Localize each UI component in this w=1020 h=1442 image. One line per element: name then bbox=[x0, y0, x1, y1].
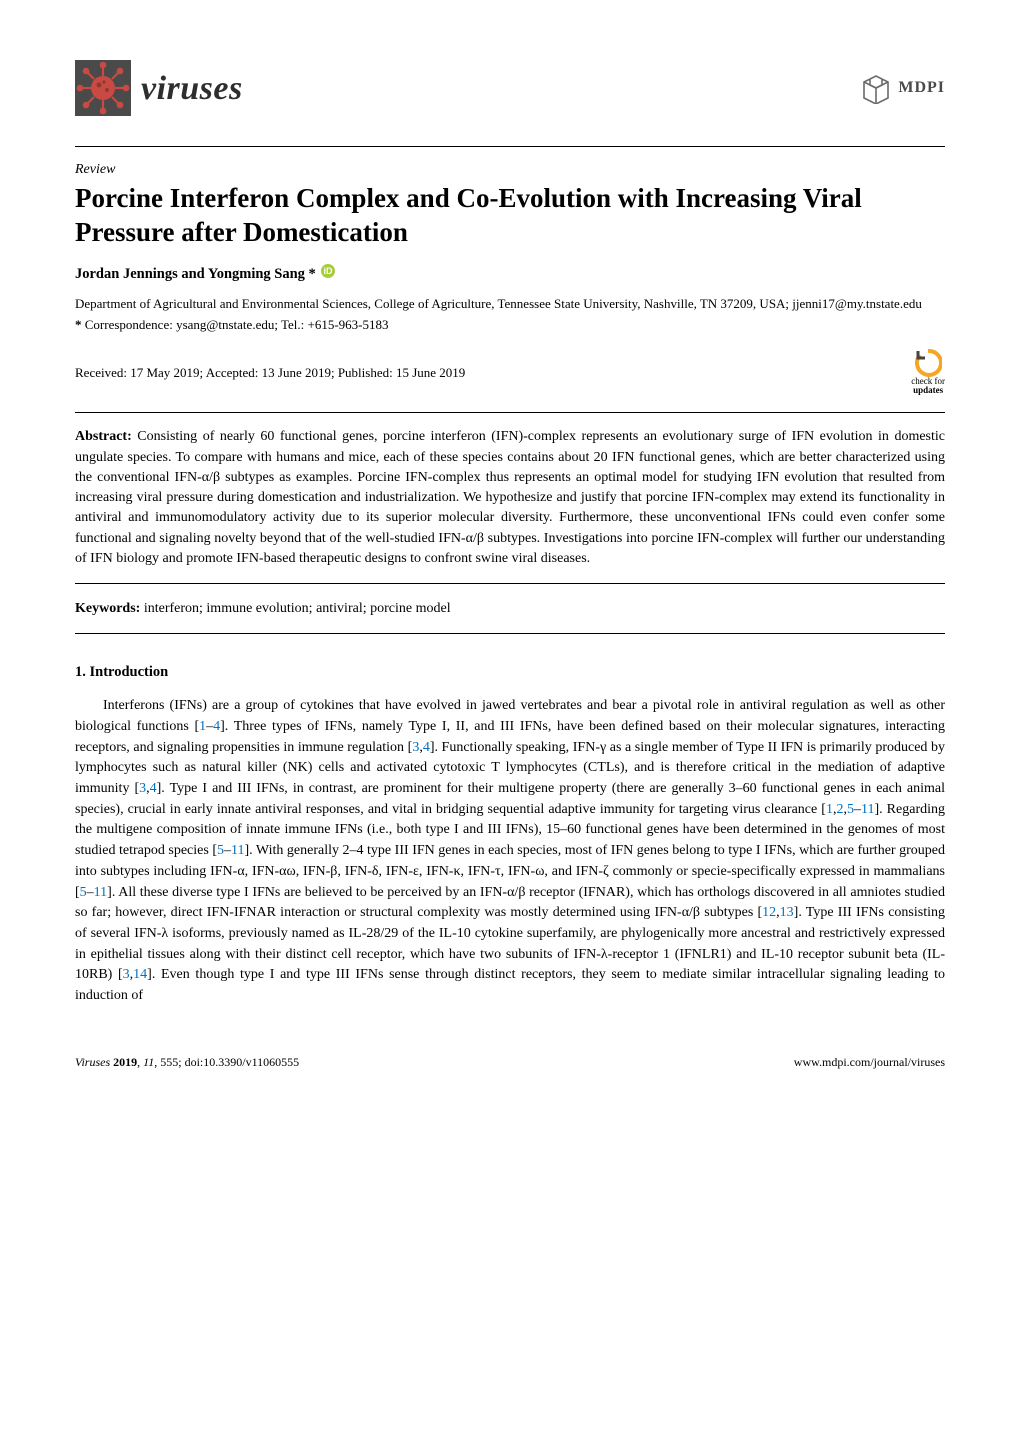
check-updates-bottom: updates bbox=[913, 386, 943, 396]
check-updates-icon bbox=[914, 349, 942, 377]
virus-icon bbox=[75, 60, 131, 116]
publisher-logo: MDPI bbox=[860, 72, 945, 104]
footer: Viruses 2019, 11, 555; doi:10.3390/v1106… bbox=[75, 1053, 945, 1071]
journal-name: viruses bbox=[141, 63, 243, 114]
abstract: Abstract: Consisting of nearly 60 functi… bbox=[75, 412, 945, 584]
article-type: Review bbox=[75, 159, 945, 180]
intro-paragraph: Interferons (IFNs) are a group of cytoki… bbox=[75, 696, 945, 1007]
dates: Received: 17 May 2019; Accepted: 13 June… bbox=[75, 363, 465, 383]
corr-label: * bbox=[75, 317, 82, 332]
header: viruses MDPI bbox=[75, 60, 945, 116]
orcid-icon[interactable]: iD bbox=[321, 264, 335, 286]
keywords-text: interferon; immune evolution; antiviral;… bbox=[140, 601, 450, 616]
correspondence: * Correspondence: ysang@tnstate.edu; Tel… bbox=[75, 315, 945, 335]
footer-vol: 11 bbox=[143, 1055, 154, 1069]
corr-text: Correspondence: ysang@tnstate.edu; Tel.:… bbox=[85, 317, 389, 332]
affiliation: Department of Agricultural and Environme… bbox=[75, 295, 945, 313]
footer-doi: doi:10.3390/v11060555 bbox=[185, 1055, 300, 1069]
keywords-label: Keywords: bbox=[75, 601, 140, 616]
mdpi-icon bbox=[860, 72, 892, 104]
article-title: Porcine Interferon Complex and Co-Evolut… bbox=[75, 182, 945, 250]
abstract-text: Consisting of nearly 60 functional genes… bbox=[75, 429, 945, 566]
publisher-name: MDPI bbox=[898, 76, 945, 100]
footer-right[interactable]: www.mdpi.com/journal/viruses bbox=[794, 1053, 945, 1071]
authors-text: Jordan Jennings and Yongming Sang * bbox=[75, 266, 316, 282]
authors: Jordan Jennings and Yongming Sang * iD bbox=[75, 264, 945, 286]
footer-left: Viruses 2019, 11, 555; doi:10.3390/v1106… bbox=[75, 1053, 299, 1071]
journal-logo: viruses bbox=[75, 60, 243, 116]
intro-text: Interferons (IFNs) are a group of cytoki… bbox=[75, 698, 945, 1003]
svg-text:iD: iD bbox=[324, 266, 334, 276]
keywords: Keywords: interferon; immune evolution; … bbox=[75, 598, 945, 634]
check-updates-badge[interactable]: check for updates bbox=[911, 349, 945, 397]
abstract-label: Abstract: bbox=[75, 429, 132, 444]
dates-row: Received: 17 May 2019; Accepted: 13 June… bbox=[75, 349, 945, 397]
divider bbox=[75, 146, 945, 147]
section-heading: 1. Introduction bbox=[75, 662, 945, 684]
footer-year: 2019 bbox=[113, 1055, 137, 1069]
footer-page: 555 bbox=[160, 1055, 178, 1069]
footer-journal: Viruses bbox=[75, 1055, 110, 1069]
